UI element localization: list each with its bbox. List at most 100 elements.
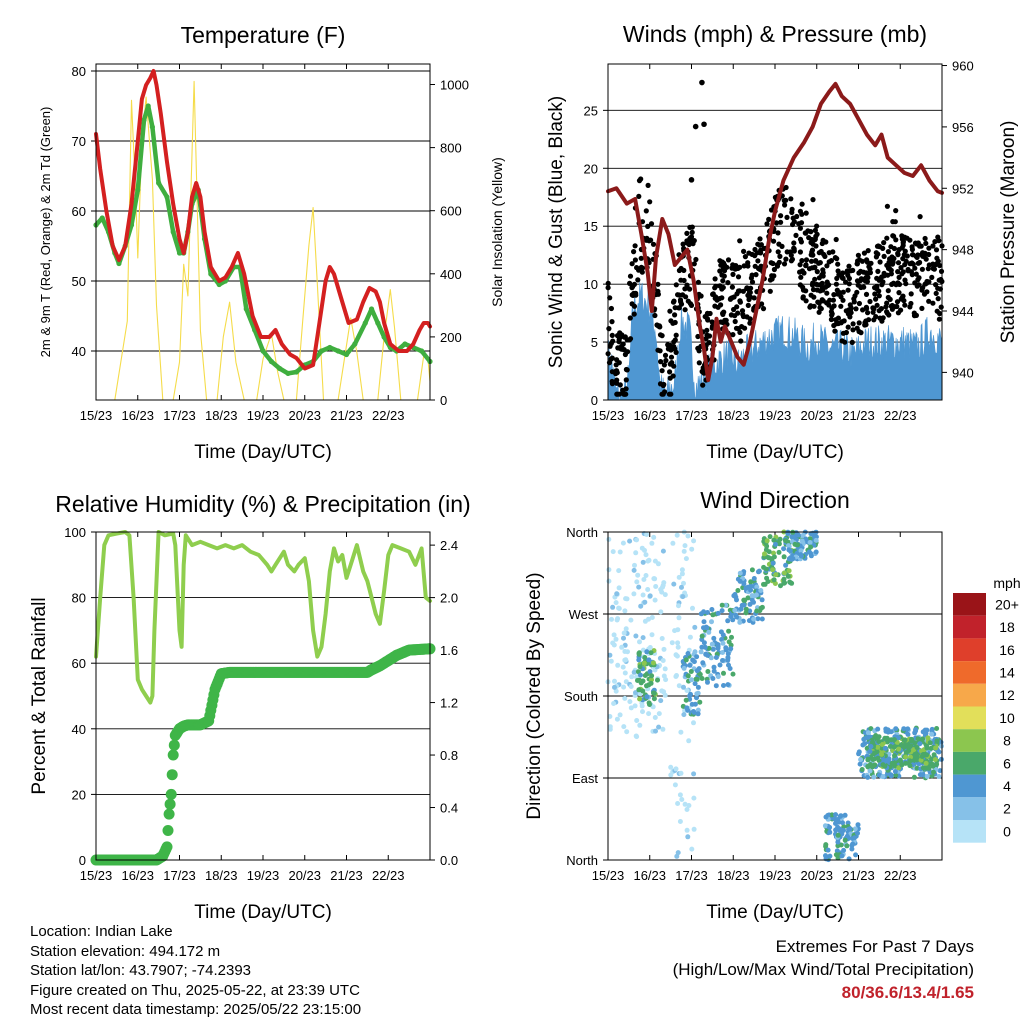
gust-point: [905, 266, 911, 273]
y-right-tick-label: 200: [440, 330, 462, 345]
gust-point: [775, 249, 781, 255]
gust-point: [629, 261, 635, 267]
direction-point: [777, 536, 783, 542]
direction-point: [681, 712, 687, 718]
direction-point: [859, 767, 865, 772]
gust-point: [924, 278, 930, 285]
gust-point: [741, 248, 747, 254]
gust-point: [900, 256, 906, 262]
gust-point: [922, 235, 928, 242]
dewpoint-point: [343, 351, 350, 358]
gust-point: [659, 333, 665, 339]
x-tick-label: 15/23: [80, 868, 113, 883]
direction-point: [709, 641, 715, 647]
direction-point: [679, 584, 684, 590]
gust-point: [808, 258, 815, 264]
gust-point: [920, 285, 926, 291]
gust-point: [876, 293, 882, 299]
gust-point: [672, 337, 678, 343]
gust-point: [624, 367, 630, 373]
direction-point: [652, 576, 658, 582]
y-tick-label: 0: [79, 853, 86, 868]
direction-point: [637, 722, 643, 728]
gust-point: [867, 270, 874, 276]
dewpoint-point: [285, 370, 291, 376]
direction-point: [917, 741, 923, 747]
gust-point: [719, 295, 725, 301]
gust-point: [788, 196, 794, 202]
direction-point: [888, 773, 894, 779]
gust-point: [816, 250, 822, 256]
gust-point: [902, 262, 908, 268]
direction-point: [833, 819, 839, 825]
gust-point: [783, 184, 789, 191]
direction-point: [671, 581, 677, 587]
gust-point: [821, 251, 827, 257]
dewpoint-point: [145, 103, 151, 109]
direction-point: [934, 761, 940, 767]
direction-point: [908, 754, 913, 760]
y-right-tick-label: 400: [440, 267, 462, 282]
direction-point: [754, 608, 760, 614]
gust-point: [889, 281, 895, 287]
direction-point: [929, 731, 935, 737]
gust-point: [624, 337, 630, 343]
direction-point: [662, 592, 668, 598]
gust-point: [755, 258, 761, 264]
gust-point: [609, 369, 615, 375]
direction-point: [609, 616, 614, 622]
direction-point: [874, 734, 880, 740]
colorbar-label: 18: [999, 619, 1015, 635]
gust-point: [873, 250, 879, 256]
gust-point: [930, 300, 936, 306]
gust-point: [866, 264, 872, 270]
direction-point: [743, 610, 749, 616]
x-tick-label: 22/23: [372, 408, 405, 423]
direction-point: [890, 761, 896, 767]
direction-point: [622, 608, 628, 614]
dewpoint-point: [176, 250, 183, 256]
direction-point: [701, 640, 707, 646]
gust-point: [745, 263, 751, 269]
gust-point: [926, 245, 932, 251]
gust-point: [632, 243, 638, 249]
gust-point: [608, 356, 614, 362]
direction-point: [713, 683, 719, 689]
gust-point: [797, 262, 803, 268]
gust-point: [850, 327, 856, 333]
colorbar-swatch: [953, 729, 986, 752]
direction-point: [720, 658, 725, 663]
gust-point: [695, 279, 702, 285]
gust-point: [873, 314, 879, 320]
dewpoint-point: [368, 306, 375, 312]
gust-point: [609, 332, 615, 338]
gust-point: [909, 252, 916, 258]
y-right-tick-label: 940: [952, 365, 974, 380]
gust-point: [712, 285, 718, 291]
direction-point: [612, 678, 617, 684]
direction-point: [732, 607, 738, 613]
humidity-title: Relative Humidity (%) & Precipitation (i…: [55, 491, 470, 517]
direction-point: [761, 581, 766, 587]
gust-point: [666, 391, 673, 397]
dewpoint-point: [135, 187, 141, 193]
colorbar-label: 16: [999, 642, 1015, 658]
plot-border: [607, 531, 943, 861]
direction-point: [930, 763, 936, 769]
gust-point: [919, 266, 926, 272]
y-right-tick-label: 1.6: [440, 643, 458, 658]
gust-point: [627, 273, 634, 279]
direction-point: [725, 682, 731, 688]
gust-point: [740, 311, 746, 318]
direction-point: [759, 616, 765, 622]
direction-point: [652, 558, 658, 564]
x-tick-label: 18/23: [205, 408, 238, 423]
gust-point: [682, 307, 688, 313]
colorbar-title: mph: [993, 575, 1020, 591]
gust-point: [933, 290, 939, 296]
direction-point: [924, 774, 930, 779]
direction-point: [678, 770, 684, 776]
gust-point: [820, 270, 826, 276]
gust-point: [885, 294, 891, 301]
gust-point: [768, 260, 774, 266]
